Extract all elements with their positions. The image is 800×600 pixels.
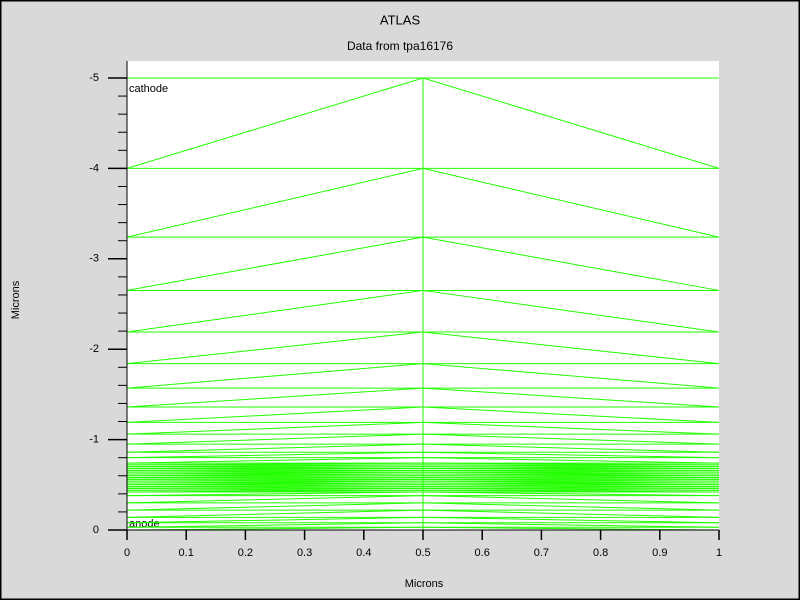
- x-tick-label: 1: [716, 547, 722, 559]
- x-tick-label: 0.8: [593, 547, 608, 559]
- x-axis-label: Microns: [405, 578, 444, 590]
- mesh-diagonal: [126, 457, 424, 464]
- mesh-diagonal: [422, 457, 720, 464]
- x-tick-label: 0: [124, 547, 130, 559]
- mesh-diagonal: [126, 433, 424, 445]
- x-tick-label: 0.2: [238, 547, 253, 559]
- mesh-diagonal: [422, 77, 720, 169]
- mesh-diagonal: [126, 502, 424, 511]
- mesh-diagonal: [126, 516, 424, 524]
- mesh-diagonal: [126, 289, 424, 333]
- chart-subtitle: Data from tpa16176: [347, 39, 453, 53]
- x-tick-label: 0.9: [652, 547, 667, 559]
- mesh-diagonal: [422, 406, 720, 423]
- mesh-diagonal: [126, 421, 424, 435]
- mesh-diagonal: [422, 289, 720, 333]
- mesh-diagonal: [422, 236, 720, 291]
- y-tick-label: -2: [89, 343, 99, 355]
- annotation: anode: [129, 518, 160, 530]
- x-tick-label: 0.3: [297, 547, 312, 559]
- y-tick-label: -4: [89, 162, 99, 174]
- mesh-diagonal: [126, 387, 424, 408]
- mesh-diagonal: [126, 443, 424, 453]
- mesh-diagonal: [422, 502, 720, 511]
- mesh-diagonal: [126, 331, 424, 365]
- x-tick-label: 0.5: [415, 547, 430, 559]
- annotation: cathode: [129, 83, 168, 95]
- mesh-diagonal: [126, 406, 424, 423]
- mesh-diagonal: [422, 509, 720, 518]
- mesh-diagonal: [422, 433, 720, 445]
- mesh-diagonal: [422, 516, 720, 524]
- y-tick-label: 0: [93, 524, 99, 536]
- mesh-diagonal: [126, 491, 424, 497]
- mesh-diagonal: [126, 495, 424, 504]
- x-tick-label: 0.4: [356, 547, 371, 559]
- mesh-diagonal: [126, 236, 424, 291]
- mesh-diagonal: [126, 77, 424, 169]
- mesh-diagonal: [422, 491, 720, 497]
- x-tick-label: 0.6: [475, 547, 490, 559]
- mesh-diagonal: [422, 451, 720, 459]
- mesh-diagonal: [422, 421, 720, 435]
- chart-title: ATLAS: [380, 12, 421, 27]
- mesh-diagonal: [422, 167, 720, 238]
- mesh-diagonal: [126, 522, 424, 528]
- y-tick-label: -1: [89, 434, 99, 446]
- mesh-diagonal: [422, 331, 720, 365]
- y-tick-label: -3: [89, 253, 99, 265]
- y-axis-label: Microns: [10, 280, 22, 319]
- y-tick-label: -5: [89, 72, 99, 84]
- mesh-diagonal: [422, 522, 720, 528]
- x-tick-label: 0.7: [534, 547, 549, 559]
- mesh-diagonal: [126, 363, 424, 389]
- mesh-diagonal: [126, 167, 424, 238]
- x-tick-label: 0.1: [179, 547, 194, 559]
- mesh-diagonal: [126, 451, 424, 459]
- mesh-diagonal: [422, 387, 720, 408]
- mesh-diagonal: [422, 443, 720, 453]
- mesh-diagonal: [126, 509, 424, 518]
- mesh-diagonal: [422, 495, 720, 504]
- mesh-diagonal: [422, 363, 720, 389]
